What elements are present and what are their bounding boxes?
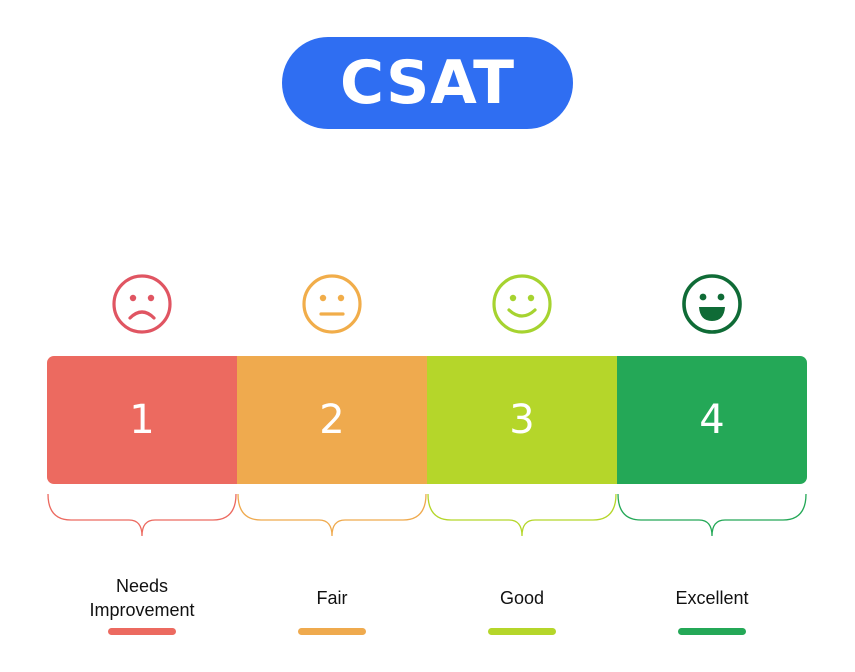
page-title: CSAT [339, 48, 516, 118]
label-fair: Fair [242, 586, 422, 610]
scale-segment-3: 3 [427, 356, 617, 484]
label-excellent: Excellent [622, 586, 802, 610]
label-line: Needs [115, 576, 169, 596]
scale-segment-4: 4 [617, 356, 807, 484]
brace-3 [427, 492, 617, 538]
sad-face-icon [110, 272, 174, 336]
label-line: Fair [316, 588, 348, 608]
scale-segment-2: 2 [237, 356, 427, 484]
neutral-face-icon [300, 272, 364, 336]
label-needs-improvement: Needs Improvement [52, 574, 232, 622]
segment-number: 3 [509, 397, 535, 443]
label-good: Good [432, 586, 612, 610]
label-color-bar-1 [108, 628, 176, 635]
brace-2 [237, 492, 427, 538]
smile-face-icon [490, 272, 554, 336]
label-line: Good [499, 588, 545, 608]
label-color-bar-3 [488, 628, 556, 635]
title-pill: CSAT [282, 37, 573, 129]
label-line: Improvement [89, 600, 195, 620]
csat-scale-bar: 1 2 3 4 [47, 356, 807, 484]
label-color-bar-2 [298, 628, 366, 635]
segment-number: 2 [319, 397, 345, 443]
label-line: Excellent [675, 588, 749, 608]
grin-face-icon [680, 272, 744, 336]
scale-segment-1: 1 [47, 356, 237, 484]
brace-4 [617, 492, 807, 538]
segment-number: 1 [129, 397, 155, 443]
segment-number: 4 [699, 397, 725, 443]
brace-1 [47, 492, 237, 538]
label-color-bar-4 [678, 628, 746, 635]
